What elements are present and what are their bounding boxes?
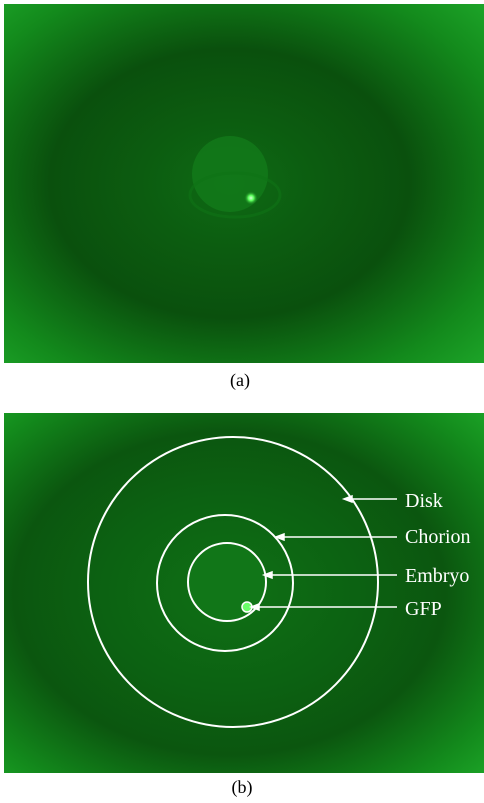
caption: (b) (232, 777, 253, 798)
label: Embryo (405, 565, 469, 587)
label: Disk (405, 490, 443, 512)
label: GFP (405, 598, 442, 620)
embryo-circle (188, 543, 266, 621)
figure: (a) Disk Chorion Embryo GFP (b) (0, 0, 484, 798)
label: Chorion (405, 526, 471, 548)
page: (a) Disk Chorion Embryo GFP (b) (() => {… (0, 0, 484, 798)
gfp-spot (244, 191, 258, 205)
caption: (a) (230, 370, 250, 391)
